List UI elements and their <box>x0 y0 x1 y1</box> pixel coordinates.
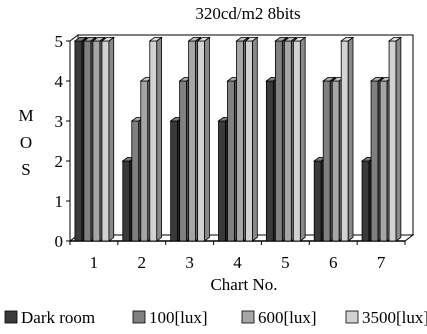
legend-swatch <box>345 310 359 324</box>
y-tick-label: 3 <box>55 112 64 131</box>
legend-item: 100[lux] <box>132 308 208 327</box>
legend-swatch <box>241 310 255 324</box>
x-axis-label: Chart No. <box>210 275 277 294</box>
x-tick-label: 1 <box>90 253 99 272</box>
y-tick-label: 2 <box>55 152 64 171</box>
y-axis-ticks: 0 1 2 3 4 5 <box>55 32 70 251</box>
legend-label: 600[lux] <box>258 308 317 327</box>
legend-item: Dark room <box>4 308 95 327</box>
y-axis-label-letter: S <box>21 160 30 179</box>
x-tick-label: 6 <box>329 253 338 272</box>
y-axis-label-letter: O <box>20 133 32 152</box>
bar <box>387 36 403 242</box>
y-tick-label: 4 <box>55 72 64 91</box>
bar <box>292 36 307 242</box>
legend-label: Dark room <box>21 308 95 327</box>
x-axis-ticks: 1 2 3 4 5 6 7 <box>69 241 406 272</box>
x-tick-label: 3 <box>185 253 194 272</box>
x-tick-label: 7 <box>377 253 386 272</box>
legend-label: 3500[lux] <box>362 308 427 327</box>
bar <box>340 36 355 242</box>
y-tick-label: 0 <box>55 232 64 251</box>
x-tick-label: 5 <box>281 253 290 272</box>
bar <box>148 36 163 242</box>
y-tick-label: 1 <box>55 192 64 211</box>
chart-title: 320cd/m2 8bits <box>195 4 300 23</box>
bar <box>244 36 259 242</box>
legend: Dark room 100[lux] 600[lux] 3500[lux] <box>4 308 427 327</box>
bars <box>73 36 403 242</box>
y-axis-label: MOS <box>18 106 33 179</box>
bar <box>196 36 211 242</box>
x-tick-label: 4 <box>233 253 242 272</box>
y-tick-label: 5 <box>55 32 64 51</box>
bar <box>100 36 115 242</box>
legend-label: 100[lux] <box>149 308 208 327</box>
legend-swatch <box>4 310 18 324</box>
legend-item: 600[lux] <box>241 308 317 327</box>
y-axis-label-letter: M <box>18 106 33 125</box>
x-tick-label: 2 <box>138 253 147 272</box>
legend-item: 3500[lux] <box>345 308 427 327</box>
legend-swatch <box>132 310 146 324</box>
